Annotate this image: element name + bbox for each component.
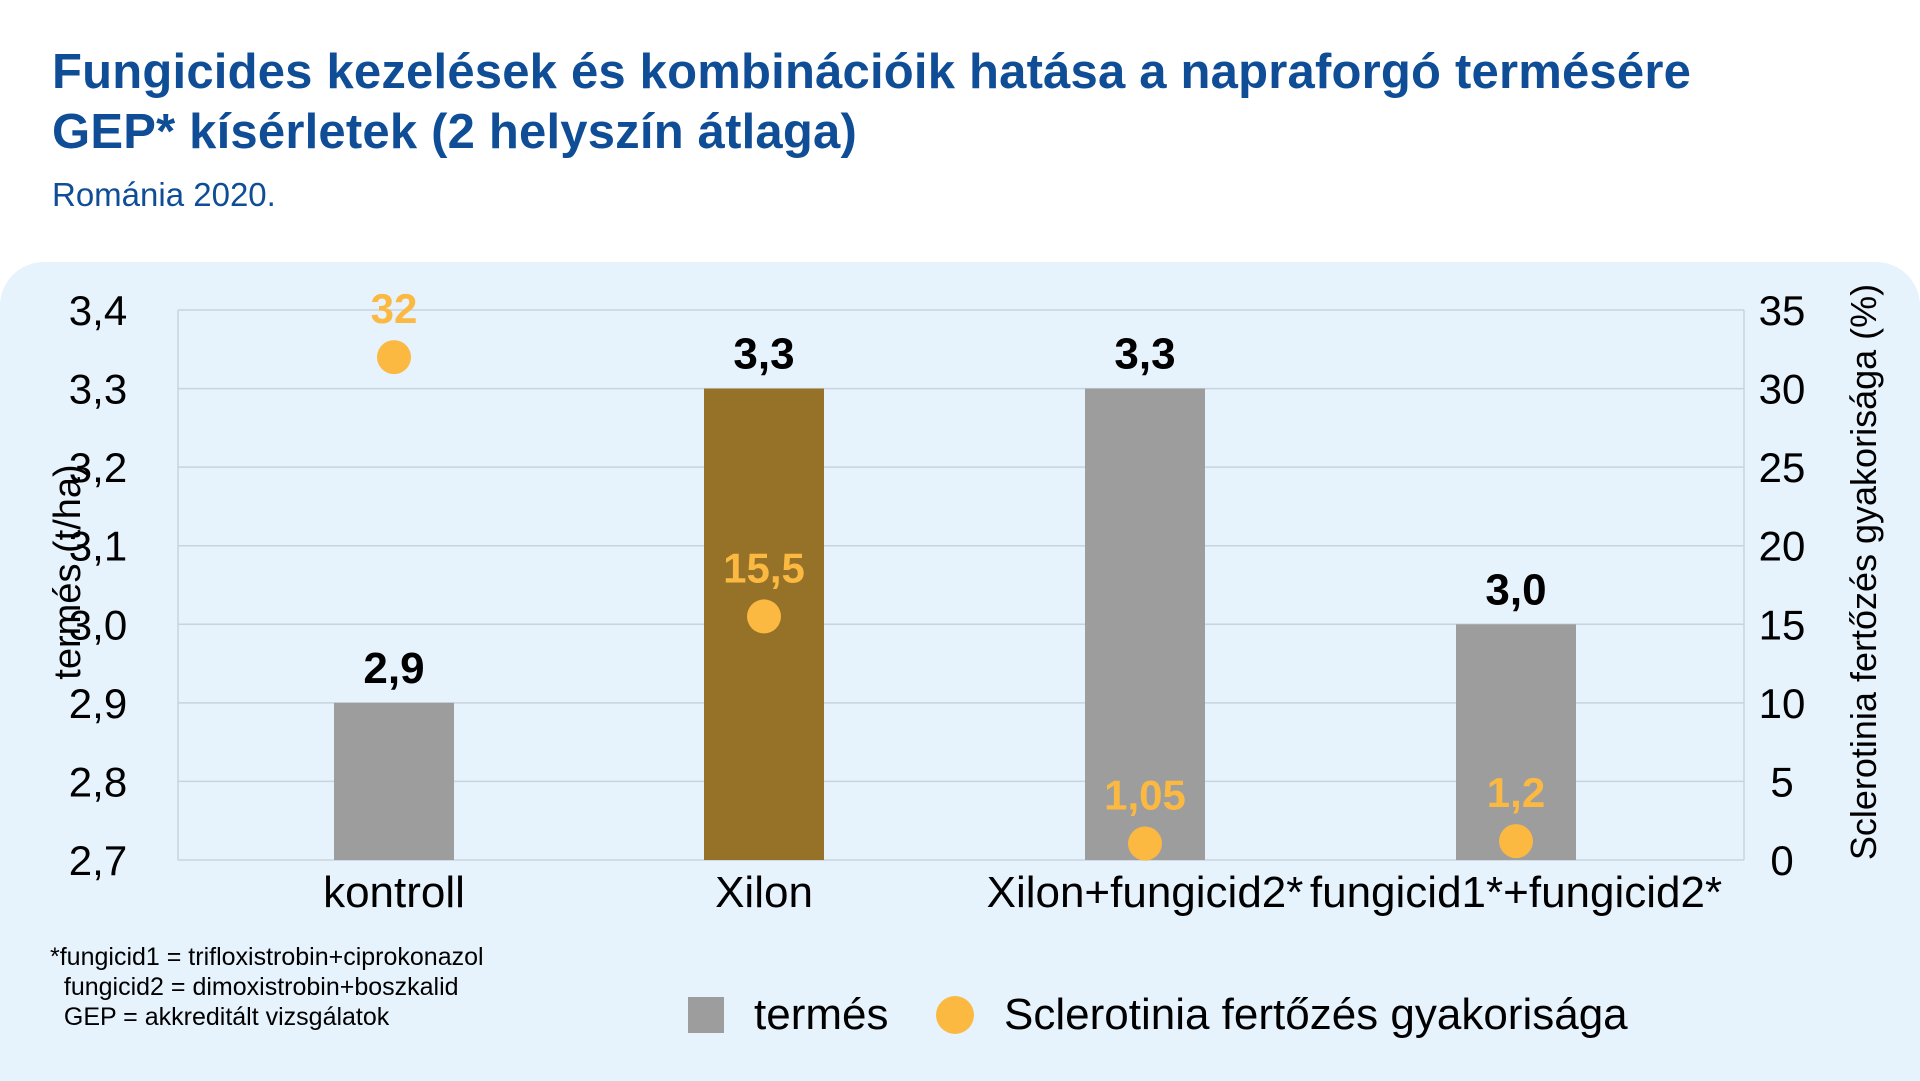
x-tick-label: kontroll (323, 868, 465, 917)
legend-swatch-bar (688, 997, 724, 1033)
x-tick-label: Xilon+fungicid2* (987, 868, 1304, 917)
legend-label-dot: Sclerotinia fertőzés gyakorisága (1004, 990, 1628, 1039)
y-right-tick-label: 30 (1759, 366, 1806, 413)
labels-layer: 2,9 kontroll 32 3,3 Xilon 15,5 3,3 Xilon+fungic… (323, 285, 1722, 917)
dot-value-label: 1,2 (1487, 769, 1545, 816)
bar (1456, 624, 1576, 860)
dot-value-label: 1,05 (1104, 772, 1186, 819)
dot-value-label: 15,5 (723, 544, 805, 591)
axis-layer: 3,4 3,3 3,2 3,1 3,0 2,9 2,8 2,7 35 30 25 20 15 10 5 0 te… (47, 284, 1884, 884)
dot-point (1499, 824, 1533, 859)
footnote: *fungicid1 = trifloxistrobin+ciprokonazo… (50, 942, 484, 1032)
chart-title: Fungicides kezelések és kombinációik hat… (52, 45, 1692, 99)
y-right-tick-label: 35 (1759, 287, 1806, 334)
y-left-tick-label: 3,3 (69, 366, 127, 413)
chart-title-line2: GEP* kísérletek (2 helyszín átlaga) (52, 105, 857, 159)
legend-label-bar: termés (754, 990, 889, 1039)
y-right-tick-label: 0 (1770, 837, 1793, 884)
y-left-tick-label: 3,1 (69, 523, 127, 570)
y-right-tick-label: 20 (1759, 523, 1806, 570)
bar-value-label: 3,0 (1485, 565, 1546, 614)
y-left-tick-label: 2,7 (69, 837, 127, 884)
dot-point (377, 340, 411, 375)
y-right-tick-label: 25 (1759, 444, 1806, 491)
dot-point (1128, 826, 1162, 861)
legend-swatch-dot (936, 996, 974, 1034)
footnote-line-2: fungicid2 = dimoxistrobin+boszkalid (50, 973, 459, 1001)
chart-subtitle: Románia 2020. (52, 176, 276, 213)
chart-panel (0, 262, 1920, 1081)
bar (334, 702, 454, 860)
x-tick-label: Xilon (715, 868, 813, 917)
y-left-tick-label: 2,8 (69, 758, 127, 805)
footnote-line-1: *fungicid1 = trifloxistrobin+ciprokonazo… (50, 943, 484, 971)
y-left-tick-label: 2,9 (69, 680, 127, 727)
title-block: Fungicides kezelések és kombinációik hat… (52, 42, 1892, 214)
legend-item-dot: Sclerotinia fertőzés gyakorisága (936, 985, 1628, 1045)
y-left-axis-title: termés (t/ha) (47, 464, 89, 679)
footnote-line-3: GEP = akkreditált vizsgálatok (50, 1003, 390, 1031)
bar (1085, 388, 1205, 860)
y-right-axis-title: Sclerotinia fertőzés gyakorisága (%) (1843, 284, 1884, 860)
bar-value-label: 3,3 (733, 330, 794, 379)
dots-layer (377, 340, 1533, 861)
dot-point (747, 599, 781, 634)
y-left-tick-label: 3,4 (69, 287, 127, 334)
y-right-tick-label: 10 (1759, 680, 1806, 727)
x-tick-label: fungicid1*+fungicid2* (1310, 868, 1722, 917)
y-right-tick-label: 15 (1759, 601, 1806, 648)
y-left-tick-label: 3,0 (69, 601, 127, 648)
y-left-tick-label: 3,2 (69, 444, 127, 491)
legend-item-bar: termés (688, 985, 888, 1045)
dot-value-label: 32 (371, 285, 418, 332)
y-right-tick-label: 5 (1770, 758, 1793, 805)
bar-value-label: 3,3 (1114, 330, 1175, 379)
bar-value-label: 2,9 (363, 644, 424, 693)
